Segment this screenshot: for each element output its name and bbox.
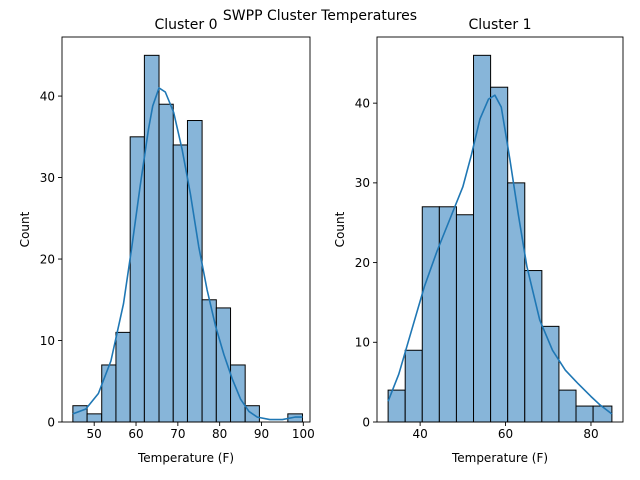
kde-line — [387, 94, 613, 415]
histogram-bar — [558, 389, 577, 423]
x-tick-label: 50 — [87, 427, 102, 441]
x-tick-label: 70 — [170, 427, 185, 441]
figure-suptitle: SWPP Cluster Temperatures — [222, 8, 418, 24]
histogram-bar — [592, 405, 613, 423]
y-axis-label: Count — [333, 211, 347, 247]
subplot-title: Cluster 1 — [468, 17, 531, 33]
subplot-cluster-0: 50 60 70 80 90 100 0 10 20 30 40 Temperature (F) Cou… — [18, 17, 315, 465]
y-tick-label: 0 — [362, 415, 370, 429]
y-tick-label: 40 — [40, 89, 55, 103]
axes-frame — [376, 36, 624, 423]
x-tick-label: 90 — [254, 427, 269, 441]
histogram-bar — [404, 349, 423, 423]
histogram-bar — [473, 54, 492, 423]
x-tick-label: 40 — [412, 427, 427, 441]
x-tick-label: 60 — [128, 427, 143, 441]
y-tick-label: 20 — [355, 256, 370, 270]
histogram-bar — [101, 364, 117, 423]
histogram-bar — [490, 86, 509, 423]
histogram-bar — [215, 307, 232, 423]
y-tick-label: 40 — [355, 96, 370, 110]
axes-frame — [61, 36, 311, 423]
histogram-bar — [421, 206, 440, 423]
y-tick-label: 30 — [40, 171, 55, 185]
x-tick-label: 100 — [292, 427, 315, 441]
y-axis-label: Count — [18, 211, 32, 247]
subplot-title: Cluster 0 — [154, 17, 217, 33]
subplot-cluster-1: 40 60 80 0 10 20 30 40 Temperature (F) Count Clust… — [333, 17, 624, 465]
histogram-bar — [86, 413, 103, 423]
y-tick-label: 0 — [47, 415, 55, 429]
x-tick-label: 80 — [583, 427, 598, 441]
histogram-bar — [129, 136, 145, 423]
histogram-bar — [115, 331, 131, 423]
histogram-bar — [172, 144, 188, 423]
x-tick-label: 60 — [498, 427, 513, 441]
x-axis-label: Temperature (F) — [137, 451, 234, 465]
y-tick-label: 30 — [355, 176, 370, 190]
kde-line — [72, 87, 303, 421]
histogram-bar — [455, 214, 475, 423]
y-tick-label: 10 — [40, 334, 55, 348]
histogram-bar — [507, 182, 526, 423]
y-tick-label: 20 — [40, 252, 55, 266]
histogram-bar — [186, 120, 203, 423]
histogram-bar — [575, 405, 594, 423]
x-tick-label: 80 — [212, 427, 227, 441]
y-tick-label: 10 — [355, 336, 370, 350]
x-axis-label: Temperature (F) — [451, 451, 548, 465]
histogram-bar — [158, 103, 174, 423]
histogram-bar — [541, 325, 560, 423]
